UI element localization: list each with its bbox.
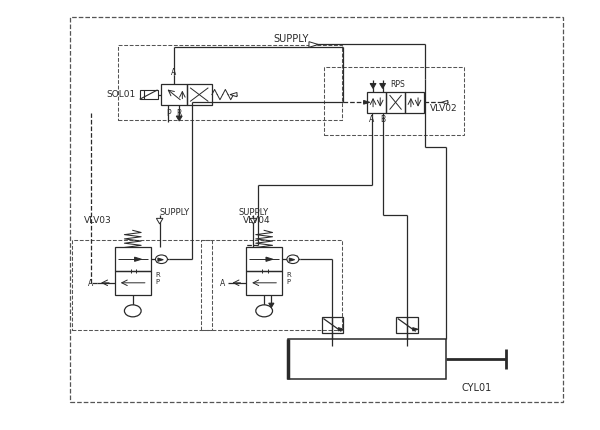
Polygon shape [134, 258, 142, 262]
Polygon shape [380, 84, 386, 89]
Text: P: P [166, 109, 171, 118]
Bar [72, 241, 212, 330]
Text: R: R [287, 272, 292, 278]
Text: A: A [88, 279, 94, 288]
Bar [396, 317, 418, 333]
Text: R: R [176, 109, 182, 118]
Polygon shape [266, 258, 273, 262]
Bar [118, 46, 342, 121]
Polygon shape [176, 117, 182, 122]
Bar [246, 271, 282, 295]
Circle shape [124, 305, 141, 317]
Text: A: A [220, 279, 225, 288]
Text: P: P [155, 279, 160, 285]
Text: R: R [155, 272, 160, 278]
Bar [70, 18, 563, 402]
Bar [386, 93, 405, 114]
Bar [161, 85, 187, 106]
Bar [405, 93, 424, 114]
Bar [367, 93, 386, 114]
Text: CYL01: CYL01 [461, 382, 491, 392]
Bar [322, 317, 343, 333]
Polygon shape [250, 219, 257, 224]
Polygon shape [157, 219, 163, 224]
Bar [187, 85, 212, 106]
Text: RPS: RPS [390, 80, 405, 89]
Bar [115, 271, 151, 295]
Text: A: A [369, 114, 374, 123]
Text: SUPPLY: SUPPLY [160, 208, 190, 217]
Polygon shape [230, 93, 237, 98]
Polygon shape [364, 101, 370, 105]
Bar [288, 339, 446, 380]
Polygon shape [338, 328, 344, 331]
Text: VLV02: VLV02 [430, 104, 458, 113]
Text: SUPPLY: SUPPLY [274, 34, 309, 44]
Text: B: B [380, 114, 385, 123]
Bar [246, 248, 282, 271]
Text: VLV03: VLV03 [84, 215, 112, 224]
Polygon shape [309, 43, 318, 48]
Polygon shape [158, 258, 163, 262]
Circle shape [155, 255, 167, 264]
Polygon shape [269, 304, 274, 308]
Circle shape [256, 305, 272, 317]
Bar [115, 248, 151, 271]
Text: P: P [287, 279, 291, 285]
Bar [202, 241, 342, 330]
Text: SOL01: SOL01 [107, 89, 136, 98]
Bar [324, 68, 464, 136]
Polygon shape [289, 258, 295, 262]
Polygon shape [442, 101, 448, 105]
Text: SUPPLY: SUPPLY [238, 208, 268, 217]
Circle shape [287, 255, 299, 264]
Text: A: A [171, 68, 176, 77]
Text: VLV04: VLV04 [243, 215, 271, 224]
Bar [140, 91, 158, 100]
Polygon shape [370, 84, 376, 89]
Polygon shape [413, 328, 418, 331]
